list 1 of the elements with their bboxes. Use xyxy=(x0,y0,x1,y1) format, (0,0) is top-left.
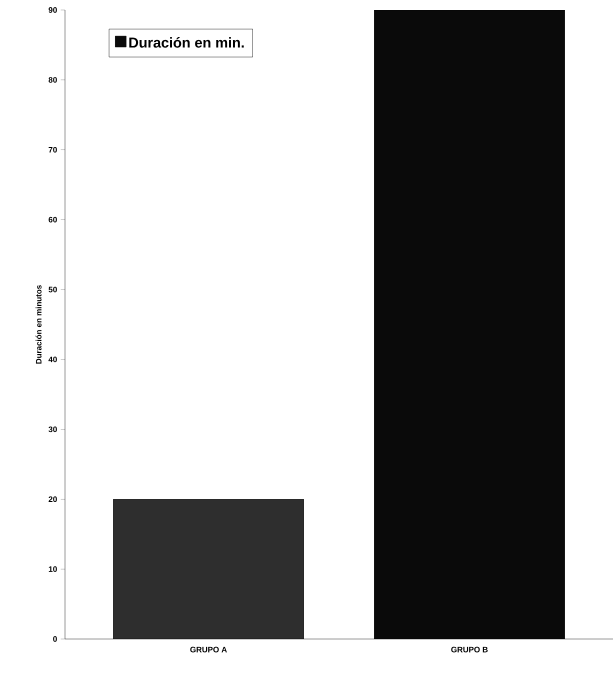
legend-label: Duración en min. xyxy=(129,37,244,48)
